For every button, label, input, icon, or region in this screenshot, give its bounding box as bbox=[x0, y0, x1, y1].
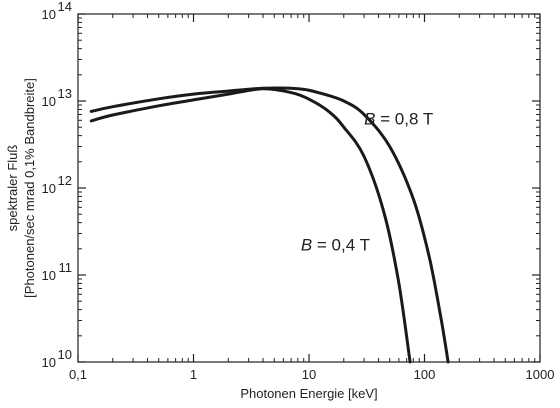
series-layer bbox=[89, 86, 450, 364]
x-tick-label: 1000 bbox=[526, 367, 555, 382]
y-tick-label: 10 bbox=[42, 181, 56, 196]
x-tick-label: 100 bbox=[414, 367, 436, 382]
annotations: B = 0,8 T B = 0,4 T bbox=[301, 109, 433, 254]
y-axis-title-line2: [Photonen/sec mrad 0,1% Bandbreite] bbox=[22, 78, 37, 298]
x-tick-label: 1 bbox=[190, 367, 197, 382]
y-tick-label: 10 bbox=[42, 268, 56, 283]
y-tick-exponent: 13 bbox=[58, 86, 72, 101]
y-axis-title-line1: spektraler Fluß bbox=[5, 145, 20, 232]
y-tick-label: 10 bbox=[42, 94, 56, 109]
y-tick-exponent: 12 bbox=[58, 173, 72, 188]
y-tick-exponent: 14 bbox=[58, 0, 72, 14]
y-tick-exponent: 10 bbox=[58, 347, 72, 362]
plot-frame bbox=[77, 13, 541, 363]
x-axis-title: Photonen Energie [keV] bbox=[240, 386, 377, 401]
y-tick-label: 10 bbox=[42, 7, 56, 22]
y-tick-exponent: 11 bbox=[59, 260, 73, 275]
annotation-label: B = 0,4 T bbox=[301, 236, 370, 255]
x-tick-label: 10 bbox=[302, 367, 316, 382]
x-axis-ticks: 0,1 1 10 100 1000 bbox=[69, 14, 555, 382]
series-line-1 bbox=[89, 87, 412, 364]
x-tick-label: 0,1 bbox=[69, 367, 87, 382]
annotation-label: B = 0,8 T bbox=[364, 109, 433, 128]
y-tick-label: 10 bbox=[42, 355, 56, 370]
series-line-0 bbox=[89, 86, 450, 364]
